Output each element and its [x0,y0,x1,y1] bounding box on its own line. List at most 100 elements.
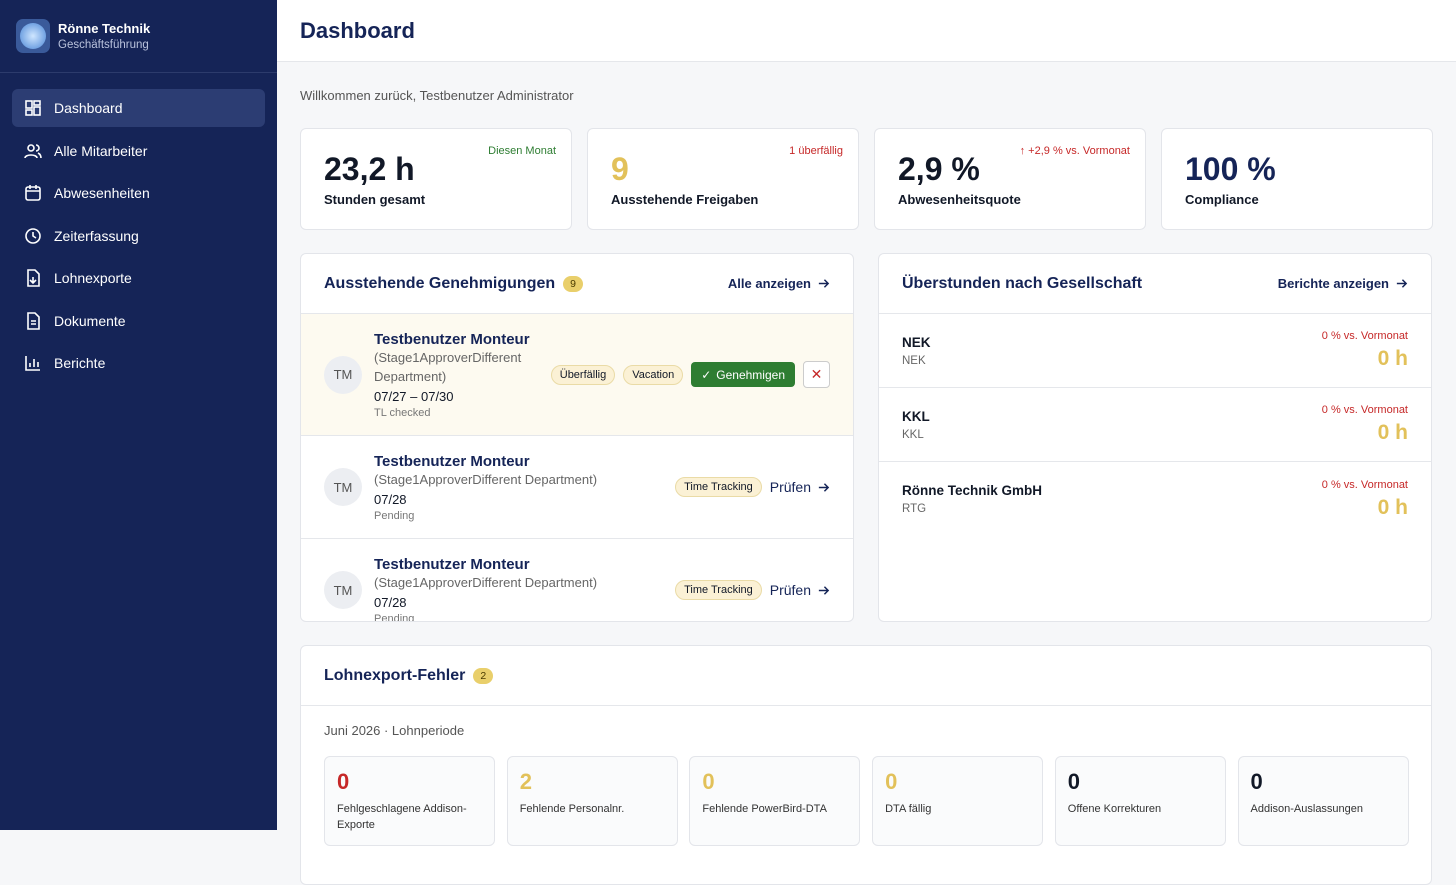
nav-item[interactable]: Dashboard [12,89,265,127]
stat-value: 0 [1250,769,1263,794]
date-range: 07/27 – 07/30 [374,388,454,404]
panel-title: Überstunden nach Gesellschaft [902,274,1143,292]
nav-item[interactable]: Berichte [12,344,265,382]
avatar: TM [324,355,362,394]
stat-value: 0 [885,769,898,794]
nav-item[interactable]: Alle Mitarbeiter [12,132,265,170]
actions: Time Tracking Prüfen [667,477,830,497]
date-range: 07/28 [374,491,407,507]
overtime-panel: Überstunden nach Gesellschaft Berichte an… [878,253,1432,622]
panel-title: Lohnexport-Fehler [324,666,466,684]
company-values: 0 % vs. Vormonat 0 h [1322,479,1408,520]
kpi-value: 9 [611,151,629,187]
panel-title: Ausstehende Genehmigungen [324,274,556,292]
nav-icon [25,356,40,371]
nav-icon [27,311,40,330]
kpi-value: 2,9 % [898,151,980,187]
button-text: Genehmigen [716,367,785,382]
company-role: Geschäftsführung [58,39,149,51]
kpi-note: Diesen Monat [488,145,556,157]
reject-button[interactable]: ✕ [803,361,830,388]
company-name: Rönne Technik [58,21,151,36]
logo [16,19,50,53]
tag: Überfällig [550,364,616,385]
kpi-value: 23,2 h [324,151,415,187]
nav-label: Zeiterfassung [54,227,139,244]
kpi-card: 9 Ausstehende Freigaben 1 überfällig [587,128,859,230]
stat-value: 0 [337,769,350,794]
nav-label: Dokumente [54,312,126,329]
company-row: Rönne Technik GmbH RTG 0 % vs. Vormonat 0 h [879,462,1431,536]
stat-card: 0 Fehlgeschlagene Addison-Exporte [324,756,495,846]
kpi-label: Abwesenheitsquote [898,192,1021,207]
stat-value: 0 [1067,769,1081,794]
kpi-card: 2,9 % Abwesenheitsquote ↑ +2,9 % vs. Vormo… [874,128,1146,230]
panel-header: Lohnexport-Fehler 2 [301,646,1431,706]
brand-text: Rönne Technik Geschäftsführung [58,21,150,51]
review-link[interactable]: Prüfen [770,582,830,598]
company-row: NEK NEK 0 % vs. Vormonat 0 h [879,314,1431,388]
kpi-note: ↑ +2,9 % vs. Vormonat [1019,145,1130,157]
company-info: NEK NEK [902,335,931,367]
hours: 0 h [1377,347,1408,370]
approval-row: TM Testbenutzer Monteur (Stage1ApproverDif… [301,314,853,436]
tag: Time Tracking [675,477,762,497]
reports-link[interactable]: Berichte anzeigen [1278,276,1408,291]
stat-value: 2 [519,769,532,794]
status: Pending [374,509,415,522]
employee-name: Testbenutzer Monteur [374,452,530,470]
department: (Stage1ApproverDifferent Department) [374,574,598,590]
company-name: Rönne Technik GmbH [902,483,1043,498]
company-code: NEK [902,354,926,367]
kpi-label: Compliance [1185,192,1259,207]
change: 0 % vs. Vormonat [1321,478,1408,491]
welcome: Willkommen zurück, Testbenutzer Administ… [300,88,574,103]
stat-label: Fehlende Personalnr. [519,803,625,815]
tag: Time Tracking [675,580,762,600]
kpi-card: 100 % Compliance [1161,128,1433,230]
approval-info: Testbenutzer Monteur (Stage1ApproverDiffe… [374,556,598,622]
stat-label: Addison-Auslassungen [1250,803,1364,815]
view-all-link[interactable]: Alle anzeigen [728,276,830,291]
status: Pending [374,612,415,622]
change: 0 % vs. Vormonat [1321,404,1408,416]
kpi-note: 1 überfällig [789,145,843,157]
nav-item[interactable]: Zeiterfassung [12,217,265,255]
stat-card: 0 Addison-Auslassungen [1237,756,1409,846]
brand: Rönne Technik Geschäftsführung [0,0,277,73]
stat-label: Fehlgeschlagene Addison-Exporte [337,803,467,831]
nav-item[interactable]: Lohnexporte [12,259,265,297]
nav-label: Alle Mitarbeiter [54,142,148,159]
topbar: Dashboard [277,0,1456,62]
stat-label: Offene Korrekturen [1067,803,1162,815]
approve-button[interactable]: ✓ Genehmigen [691,362,795,387]
link-text: Prüfen [769,479,811,495]
nav-icon [25,185,41,201]
stat-card: 2 Fehlende Personalnr. [506,756,678,846]
approval-info: Testbenutzer Monteur (Stage1ApproverDiffe… [374,453,597,522]
nav-item[interactable]: Abwesenheiten [12,174,265,212]
hours: 0 h [1377,421,1408,444]
panel-header: Überstunden nach Gesellschaft Berichte an… [879,254,1431,314]
department: (Stage1ApproverDifferent Department) [374,471,598,487]
approval-info: Testbenutzer Monteur (Stage1ApproverDiffe… [374,331,534,419]
company-info: KKL KKL [902,409,930,441]
nav-label: Dashboard [54,100,123,116]
panel-header: Ausstehende Genehmigungen 9 Alle anzeigen [301,254,853,314]
company-values: 0 % vs. Vormonat 0 h [1322,330,1408,371]
kpi-card: 23,2 h Stunden gesamt Diesen Monat [300,128,572,230]
review-link[interactable]: Prüfen [770,479,830,495]
hours: 0 h [1377,495,1408,519]
avatar: TM [324,571,362,609]
change: 0 % vs. Vormonat [1321,330,1408,342]
company-code: RTG [902,503,927,515]
nav-item[interactable]: Dokumente [12,302,265,340]
nav-icon [25,227,41,244]
page-title: Dashboard [300,17,415,43]
period: Juni 2026 · Lohnperiode [324,723,465,738]
actions: Überfällig Vacation ✓ Genehmigen ✕ [543,361,830,388]
department: (Stage1ApproverDifferent Department) [374,349,522,384]
tag: Vacation [623,364,684,385]
company-info: Rönne Technik GmbH RTG [902,483,1042,515]
